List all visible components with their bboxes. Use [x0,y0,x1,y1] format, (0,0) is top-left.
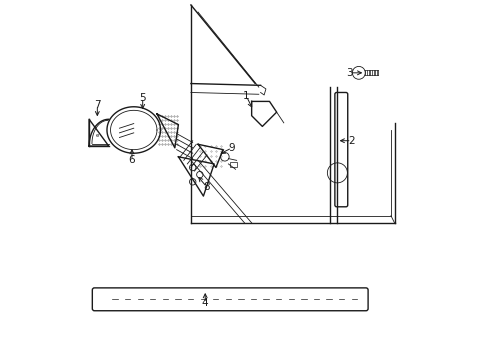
Text: 3: 3 [346,68,352,78]
Text: 6: 6 [128,156,135,165]
Text: 1: 1 [243,91,249,101]
Text: 9: 9 [228,143,235,153]
Text: 2: 2 [347,136,354,146]
FancyBboxPatch shape [334,93,347,207]
Text: 8: 8 [203,182,210,192]
Text: 4: 4 [202,298,208,308]
Text: 5: 5 [139,93,146,103]
FancyBboxPatch shape [92,288,367,311]
Bar [230,162,237,167]
Text: e: e [96,133,99,138]
Text: 7: 7 [94,100,101,110]
